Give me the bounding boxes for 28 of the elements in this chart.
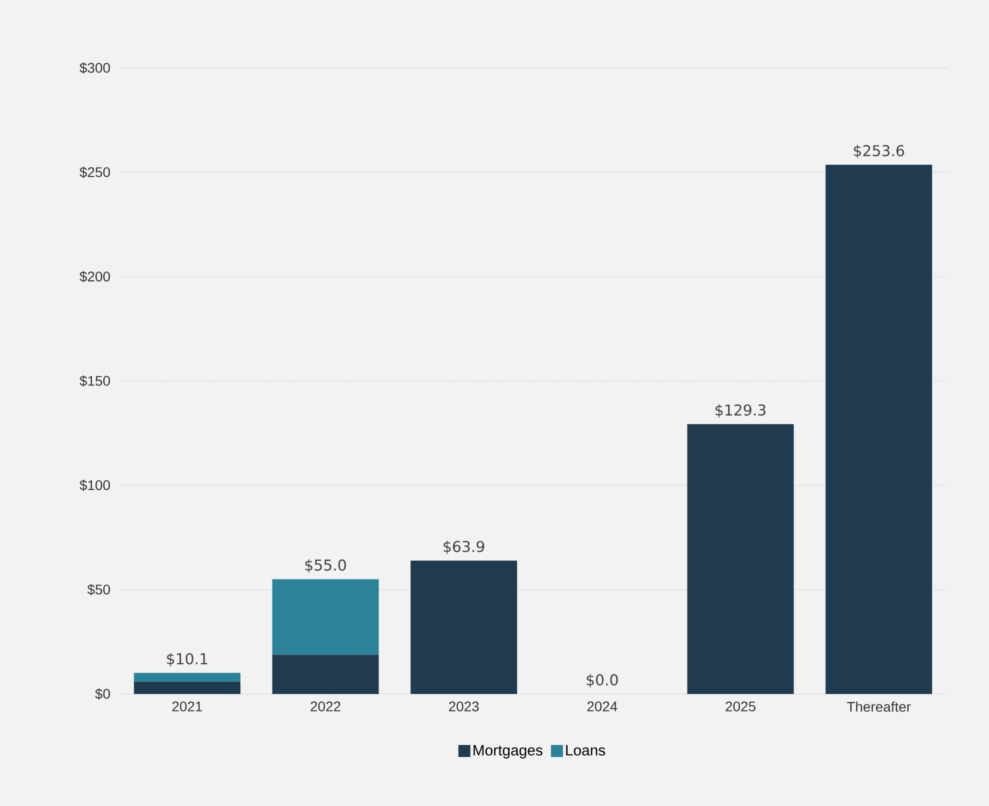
x-tick-label: 2023 — [449, 701, 479, 712]
total-label: $129.3 — [716, 404, 766, 418]
total-label: $63.9 — [444, 540, 484, 554]
bar — [272, 579, 379, 655]
x-tick-label: 2021 — [172, 701, 202, 712]
x-tick-label: 2024 — [587, 701, 618, 712]
y-tick-label: $150 — [80, 375, 110, 387]
bar — [410, 560, 518, 694]
bar — [826, 164, 932, 694]
legend-label: Mortgages — [474, 745, 542, 758]
total-label: $0.0 — [586, 674, 618, 688]
y-tick-label: $250 — [80, 166, 110, 178]
bar — [134, 672, 240, 682]
total-label: $253.6 — [854, 144, 904, 158]
bar — [687, 424, 794, 694]
y-tick-label: $300 — [80, 62, 110, 74]
legend-label: Loans — [566, 745, 606, 756]
x-tick-label: 2022 — [310, 701, 340, 712]
y-tick-label: $100 — [80, 480, 110, 491]
bar — [272, 654, 379, 694]
y-tick-label: $0 — [95, 688, 110, 700]
x-tick-label: Thereafter — [846, 702, 911, 712]
y-tick-label: $50 — [87, 584, 110, 596]
x-tick-label: 2025 — [726, 701, 756, 712]
bar — [134, 682, 240, 694]
total-label: $10.1 — [167, 652, 208, 666]
y-tick-label: $200 — [80, 271, 110, 282]
total-label: $55.0 — [305, 559, 346, 573]
